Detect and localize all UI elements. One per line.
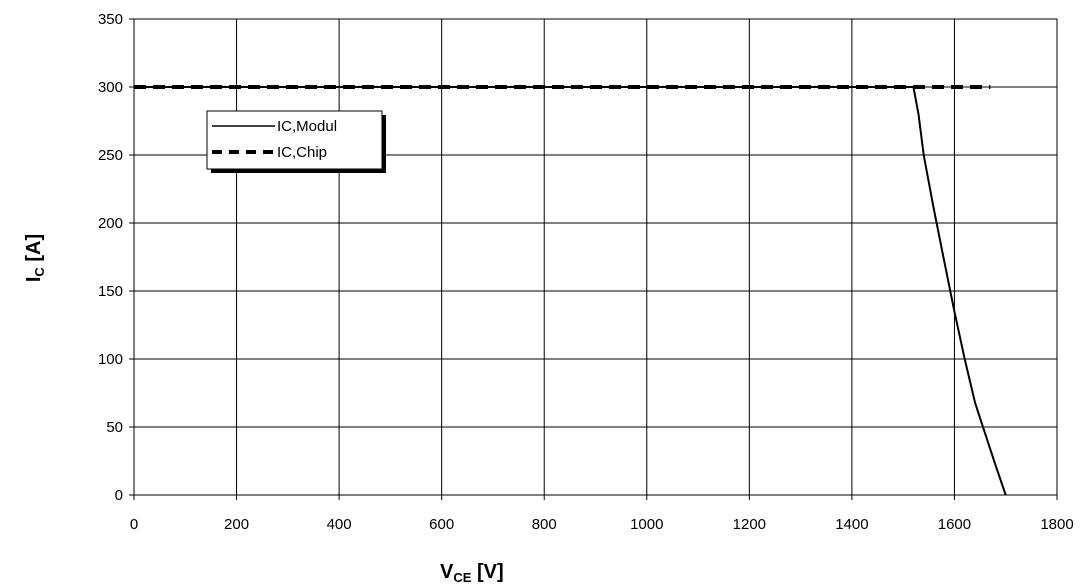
x-tick-label: 1800 bbox=[1040, 516, 1073, 533]
x-tick-label: 1200 bbox=[733, 516, 766, 533]
x-tick-label: 600 bbox=[429, 516, 454, 533]
legend-box bbox=[206, 110, 383, 170]
y-tick-label: 200 bbox=[98, 215, 123, 232]
series-line-ic-modul bbox=[134, 86, 1007, 496]
y-tick-labels: 0 50 100 150 200 250 300 350 bbox=[98, 11, 123, 504]
series-lines bbox=[134, 85, 1007, 496]
x-axis-title: VCE [V] bbox=[440, 561, 504, 585]
x-tick-label: 1000 bbox=[630, 516, 663, 533]
x-tick-label: 200 bbox=[224, 516, 249, 533]
grid-lines bbox=[134, 19, 1057, 495]
y-tick-label: 300 bbox=[98, 79, 123, 96]
legend: IC,Modul IC,Chip bbox=[206, 110, 386, 173]
x-tick-label: 0 bbox=[130, 516, 138, 533]
x-tick-label: 1600 bbox=[938, 516, 971, 533]
x-tick-label: 400 bbox=[327, 516, 352, 533]
y-axis-title: IC [A] bbox=[23, 234, 47, 282]
plot-frame bbox=[133, 18, 1058, 496]
x-tick-labels: 0 200 400 600 800 1000 1200 1400 1600 1800 bbox=[130, 516, 1074, 533]
legend-label-modul: IC,Modul bbox=[277, 118, 337, 135]
x-tick-label: 1400 bbox=[835, 516, 868, 533]
x-tick-label: 800 bbox=[532, 516, 557, 533]
y-tick-label: 250 bbox=[98, 147, 123, 164]
y-tick-label: 0 bbox=[115, 487, 123, 504]
legend-label-chip: IC,Chip bbox=[277, 144, 327, 161]
axes bbox=[129, 18, 1058, 500]
y-tick-label: 100 bbox=[98, 351, 123, 368]
y-tick-label: 50 bbox=[106, 419, 123, 436]
y-tick-label: 150 bbox=[98, 283, 123, 300]
y-tick-label: 350 bbox=[98, 11, 123, 28]
